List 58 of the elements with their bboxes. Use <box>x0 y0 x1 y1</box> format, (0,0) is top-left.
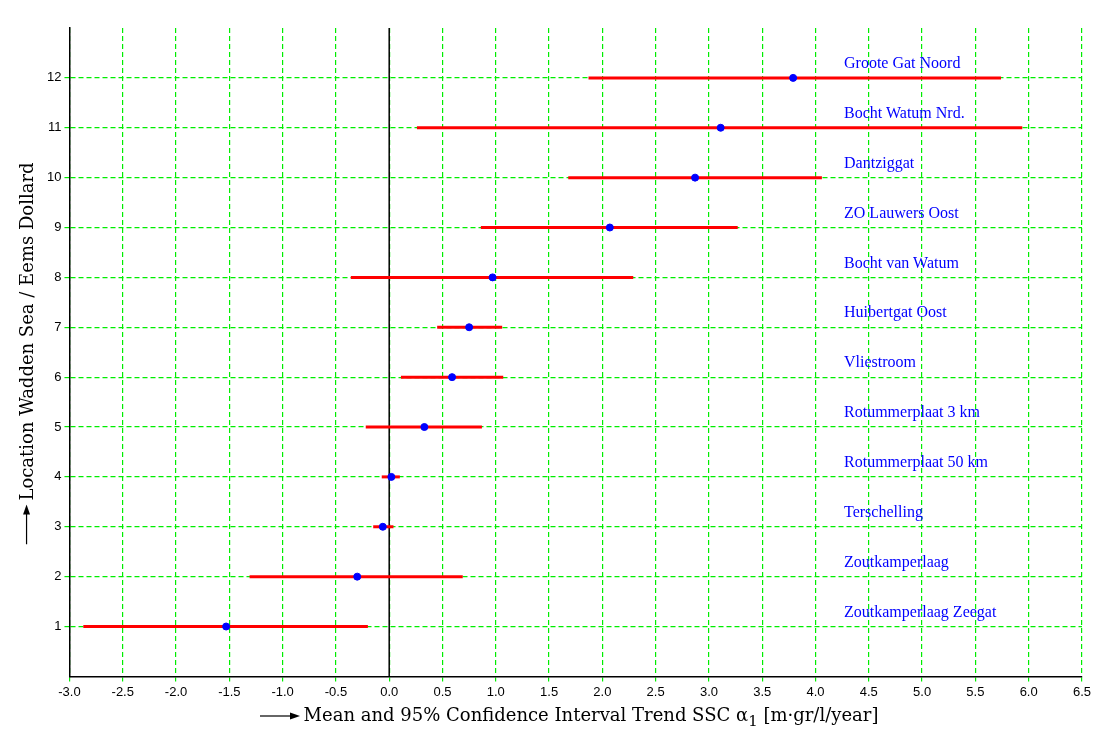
annotation: ZO Lauwers Oost <box>844 203 960 221</box>
y-tick-label: 7 <box>54 318 62 334</box>
y-tick-label: 4 <box>54 468 62 484</box>
x-tick-label: -2.0 <box>164 683 188 699</box>
y-tick-label: 2 <box>54 568 62 584</box>
point <box>465 323 474 332</box>
x-tick-label: -0.5 <box>324 683 348 699</box>
x-axis-title: Mean and 95% Confidence Interval Trend SSC α$_{1}$ [m·gr/l/year] <box>303 704 879 730</box>
point <box>716 123 725 132</box>
annotation: Huibertgat Oost <box>844 303 948 322</box>
x-tick-label: 1.0 <box>486 683 505 699</box>
point <box>378 522 387 531</box>
x-tick-label: 4.5 <box>859 683 878 699</box>
x-tick-label: -1.5 <box>218 683 241 699</box>
point <box>222 622 231 631</box>
point <box>691 173 700 182</box>
point <box>387 472 396 481</box>
x-tick-label: -3.0 <box>58 683 81 699</box>
point <box>353 572 362 581</box>
y-tick-label: 1 <box>54 618 62 634</box>
annotation: Bocht van Watum <box>844 253 960 271</box>
x-tick-label: 0.0 <box>380 683 399 699</box>
y-tick-label: 8 <box>54 268 62 284</box>
y-tick-label: 5 <box>54 418 62 434</box>
point <box>488 273 497 282</box>
annotation: Bocht Watum Nrd. <box>844 103 965 121</box>
y-tick-label: 11 <box>47 119 62 135</box>
x-tick-label: 6.5 <box>1072 683 1091 699</box>
annotation: Zoutkamperlaag <box>844 552 949 571</box>
x-tick-label: 2.5 <box>646 683 665 699</box>
x-tick-label: 5.5 <box>966 683 985 699</box>
x-tick-label: 6.0 <box>1019 683 1038 699</box>
x-tick-label: 5.0 <box>913 683 932 699</box>
y-tick-label: 6 <box>54 368 62 384</box>
y-axis-title: Location Wadden Sea / Eems Dollard <box>15 161 37 501</box>
point <box>420 423 429 432</box>
annotation: Rotummerplaat 50 km <box>844 453 989 472</box>
x-tick-label: 0.5 <box>433 683 452 699</box>
y-tick-label: 9 <box>54 219 62 235</box>
annotation: Rotummerplaat 3 km <box>844 403 981 422</box>
point <box>789 73 798 82</box>
x-tick-label: 1.5 <box>540 683 559 699</box>
x-tick-label: 4.0 <box>806 683 825 699</box>
y-tick-label: 10 <box>46 169 62 185</box>
y-tick-label: 3 <box>54 518 62 534</box>
x-tick-label: -2.5 <box>111 683 134 699</box>
y-tick-label: 12 <box>46 69 62 85</box>
annotation: Groote Gat Noord <box>844 54 961 72</box>
annotation: Terschelling <box>844 502 923 521</box>
x-tick-label: 3.5 <box>753 683 772 699</box>
annotation: Zoutkamperlaag Zeegat <box>844 602 997 621</box>
annotation: Dantziggat <box>844 153 915 172</box>
point <box>448 373 457 382</box>
x-tick-label: 3.0 <box>699 683 718 699</box>
annotation: Vliestroom <box>844 353 917 371</box>
point <box>605 223 614 232</box>
x-tick-label: 2.0 <box>593 683 612 699</box>
x-tick-label: -1.0 <box>271 683 294 699</box>
